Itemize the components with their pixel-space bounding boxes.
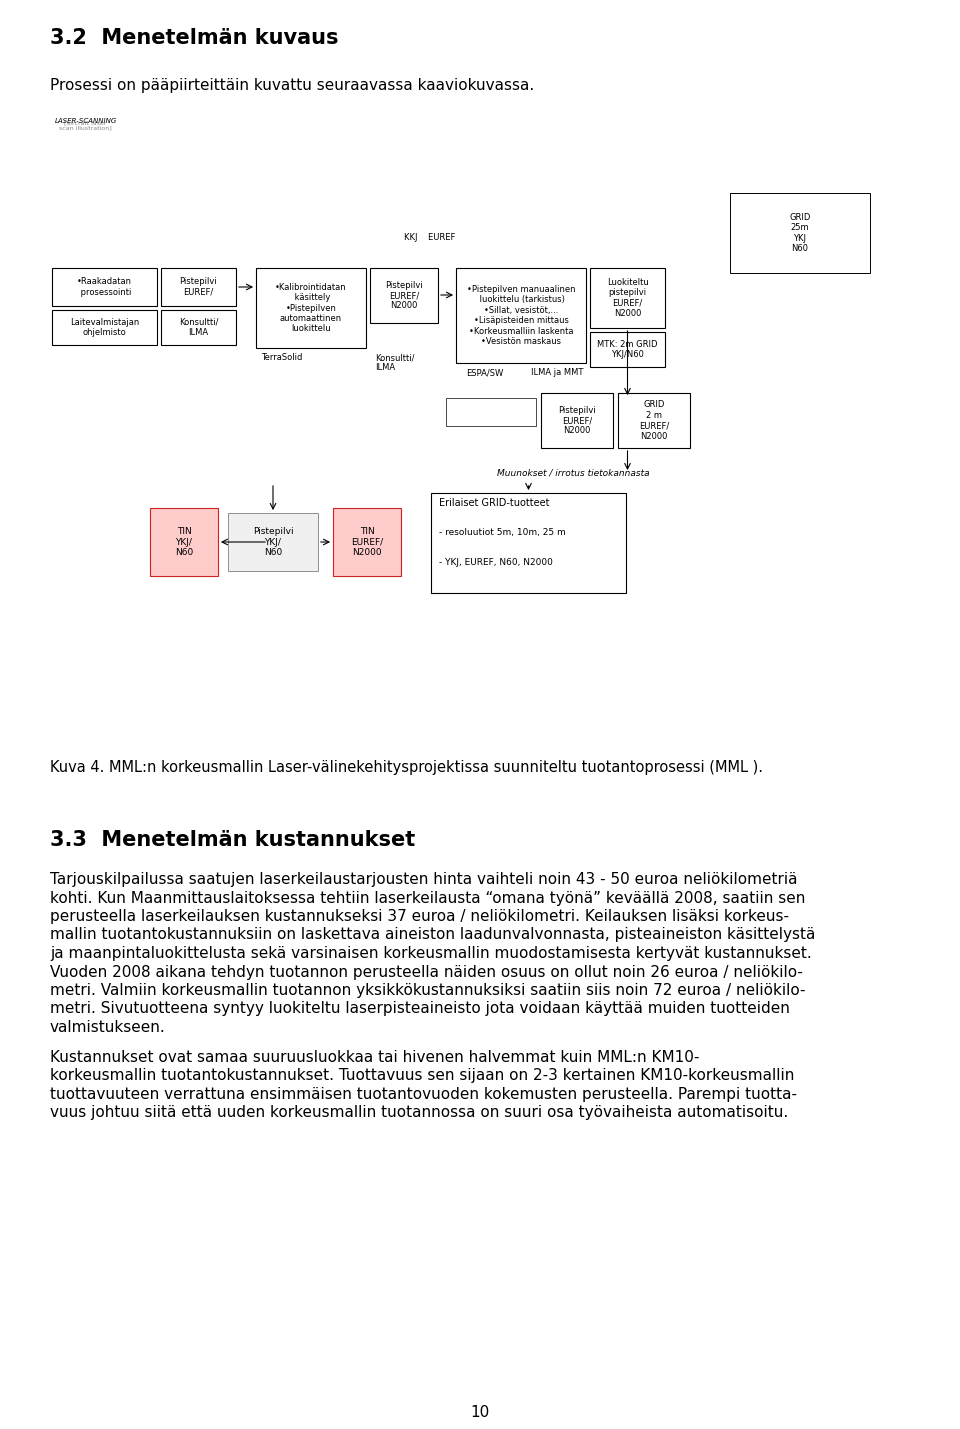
Text: LASER-SCANNING: LASER-SCANNING (55, 119, 117, 124)
Text: Konsultti/
ILMA: Konsultti/ ILMA (179, 317, 218, 337)
Text: KKJ    EUREF: KKJ EUREF (404, 233, 456, 242)
Bar (541, 393, 613, 449)
Text: Kustannukset ovat samaa suuruusluokkaa tai hivenen halvemmat kuin MML:n KM10-: Kustannukset ovat samaa suuruusluokkaa t… (50, 1049, 700, 1065)
Text: ILMA ja MMT: ILMA ja MMT (531, 369, 584, 377)
Text: Kuva 4. MML:n korkeusmallin Laser-välinekehitysprojektissa suunniteltu tuotantop: Kuva 4. MML:n korkeusmallin Laser-väline… (50, 760, 763, 775)
Text: Muunokset / irrotus tietokannasta: Muunokset / irrotus tietokannasta (496, 469, 649, 477)
Text: kohti. Kun Maanmittauslaitoksessa tehtiin laserkeilausta “omana työnä” keväällä : kohti. Kun Maanmittauslaitoksessa tehtii… (50, 890, 805, 906)
Text: Päätuotteet: Päätuotteet (446, 403, 503, 413)
Bar (618, 393, 690, 449)
Text: TIN
EUREF/
N2000: TIN EUREF/ N2000 (351, 527, 383, 557)
Bar (161, 310, 236, 344)
Text: Konsultti/
ILMA: Konsultti/ ILMA (375, 353, 415, 373)
Text: Erilaiset GRID-tuotteet: Erilaiset GRID-tuotteet (439, 497, 549, 507)
Text: GRID
25m
YKJ
N60: GRID 25m YKJ N60 (789, 213, 810, 253)
Text: 3.2  Menetelmän kuvaus: 3.2 Menetelmän kuvaus (50, 29, 339, 49)
Text: - resoluutiot 5m, 10m, 25 m: - resoluutiot 5m, 10m, 25 m (439, 527, 565, 537)
Text: - YKJ, EUREF, N60, N2000: - YKJ, EUREF, N60, N2000 (439, 557, 553, 567)
Text: ja maanpintaluokittelusta sekä varsinaisen korkeusmallin muodostamisesta kertyvä: ja maanpintaluokittelusta sekä varsinais… (50, 946, 812, 960)
Text: korkeusmallin tuotantokustannukset. Tuottavuus sen sijaan on 2-3 kertainen KM10-: korkeusmallin tuotantokustannukset. Tuot… (50, 1067, 794, 1083)
Bar (730, 193, 870, 273)
Text: •Pistepilven manuaalinen
 luokittelu (tarkistus)
•Sillat, vesistöt,...
•Lisäpist: •Pistepilven manuaalinen luokittelu (tar… (467, 284, 575, 346)
Text: mallin tuotantokustannuksiin on laskettava aineiston laadunvalvonnasta, pisteain: mallin tuotantokustannuksiin on lasketta… (50, 927, 815, 943)
Text: Laitevalmistajan
ohjelmisto: Laitevalmistajan ohjelmisto (70, 317, 139, 337)
Bar (228, 513, 318, 572)
Text: Tarjouskilpailussa saatujen laserkeilaustarjousten hinta vaihteli noin 43 - 50 e: Tarjouskilpailussa saatujen laserkeilaus… (50, 872, 798, 887)
Text: Prosessi on pääpiirteittäin kuvattu seuraavassa kaaviokuvassa.: Prosessi on pääpiirteittäin kuvattu seur… (50, 79, 535, 93)
Text: TIN
YKJ/
N60: TIN YKJ/ N60 (175, 527, 193, 557)
Bar (161, 269, 236, 306)
Text: Pistepilvi
EUREF/: Pistepilvi EUREF/ (180, 277, 217, 297)
Bar (52, 269, 157, 306)
Text: Luokiteltu
pistepilvi
EUREF/
N2000: Luokiteltu pistepilvi EUREF/ N2000 (607, 277, 648, 319)
Text: vuus johtuu siitä että uuden korkeusmallin tuotannossa on suuri osa työvaiheista: vuus johtuu siitä että uuden korkeusmall… (50, 1105, 788, 1120)
Bar (431, 493, 626, 593)
Text: MTK: 2m GRID
YKJ/N60: MTK: 2m GRID YKJ/N60 (597, 340, 658, 359)
Bar (590, 269, 665, 329)
Text: metri. Valmiin korkeusmallin tuotannon yksikkökustannuksiksi saatiin siis noin 7: metri. Valmiin korkeusmallin tuotannon y… (50, 983, 805, 997)
Text: GRID
2 m
EUREF/
N2000: GRID 2 m EUREF/ N2000 (638, 400, 669, 440)
Text: [aircraft laser
scan illustration]: [aircraft laser scan illustration] (59, 120, 111, 131)
Text: valmistukseen.: valmistukseen. (50, 1020, 166, 1035)
Bar (52, 310, 157, 344)
Text: 10: 10 (470, 1405, 490, 1420)
Text: ESPA/SW: ESPA/SW (466, 369, 503, 377)
Text: •Raakadatan
 prosessointi: •Raakadatan prosessointi (77, 277, 132, 297)
Bar (333, 507, 401, 576)
Text: Vuoden 2008 aikana tehdyn tuotannon perusteella näiden osuus on ollut noin 26 eu: Vuoden 2008 aikana tehdyn tuotannon peru… (50, 965, 803, 979)
Text: TerraSolid: TerraSolid (261, 353, 302, 362)
Bar (446, 399, 536, 426)
Bar (590, 332, 665, 367)
Text: •Kalibrointidatan
 käsittely
•Pistepilven
automaattinen
luokittelu: •Kalibrointidatan käsittely •Pistepilven… (276, 283, 347, 333)
Bar (456, 269, 586, 363)
Text: perusteella laserkeilauksen kustannukseksi 37 euroa / neliökilometri. Keilauksen: perusteella laserkeilauksen kustannuksek… (50, 909, 789, 925)
Bar (256, 269, 366, 349)
Bar (370, 269, 438, 323)
Text: metri. Sivutuotteena syntyy luokiteltu laserpisteaineisto jota voidaan käyttää m: metri. Sivutuotteena syntyy luokiteltu l… (50, 1002, 790, 1016)
Bar (150, 507, 218, 576)
Text: Pistepilvi
EUREF/
N2000: Pistepilvi EUREF/ N2000 (385, 280, 422, 310)
Text: 3.3  Menetelmän kustannukset: 3.3 Menetelmän kustannukset (50, 830, 416, 850)
Text: Pistepilvi
YKJ/
N60: Pistepilvi YKJ/ N60 (252, 527, 294, 557)
Text: tuottavuuteen verrattuna ensimmäisen tuotantovuoden kokemusten perusteella. Pare: tuottavuuteen verrattuna ensimmäisen tuo… (50, 1086, 797, 1102)
Text: Pistepilvi
EUREF/
N2000: Pistepilvi EUREF/ N2000 (558, 406, 596, 436)
